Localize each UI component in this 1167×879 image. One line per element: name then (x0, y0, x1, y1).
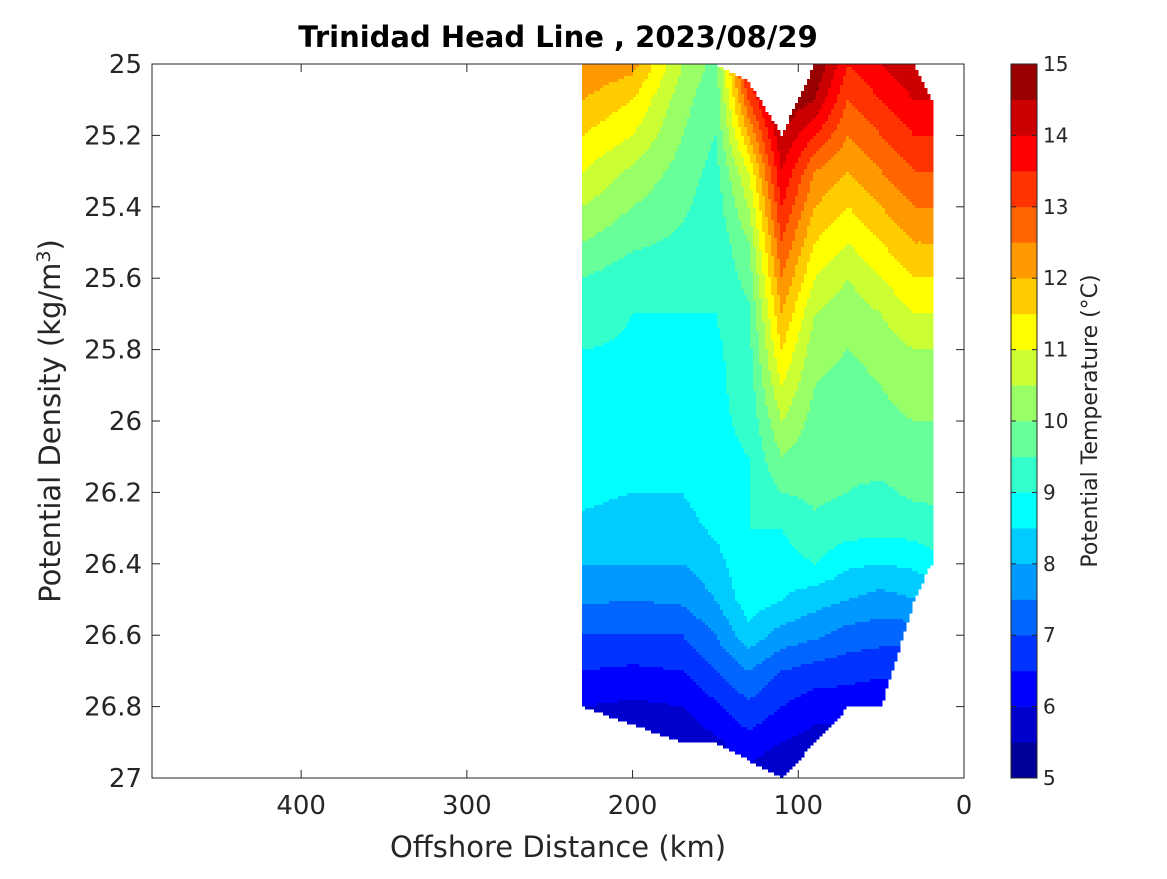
colorbar-tick-label: 8 (1043, 552, 1056, 576)
contour-fill-layer (582, 64, 934, 779)
y-tick-label: 26.6 (84, 621, 142, 651)
chart-title: Trinidad Head Line , 2023/08/29 (298, 20, 818, 54)
colorbar-tick-label: 13 (1043, 195, 1068, 219)
x-tick-label: 100 (773, 791, 823, 821)
colorbar-segment (1011, 207, 1037, 243)
contour-cells (582, 64, 934, 779)
colorbar-tick-label: 14 (1043, 123, 1068, 147)
colorbar-segment (1011, 600, 1037, 636)
colorbar-segment (1011, 243, 1037, 279)
y-tick-label: 27 (109, 764, 142, 794)
colorbar-tick-label: 12 (1043, 266, 1068, 290)
colorbar-segment (1011, 671, 1037, 707)
y-axis-label-close: ) (33, 239, 67, 250)
x-tick-label: 400 (276, 791, 326, 821)
colorbar-tick-label: 6 (1043, 695, 1056, 719)
x-tick-label: 300 (442, 791, 492, 821)
y-tick-label: 25 (109, 50, 142, 80)
colorbar-tick-label: 10 (1043, 409, 1068, 433)
colorbar-segment (1011, 492, 1037, 528)
y-tick-label: 26.8 (84, 693, 142, 723)
colorbar-segment (1011, 350, 1037, 386)
colorbar-segment (1011, 100, 1037, 136)
y-axis-label-main: Potential Density (kg/m (33, 263, 67, 603)
colorbar-segment (1011, 528, 1037, 564)
x-tick-label: 200 (608, 791, 658, 821)
colorbar-segment (1011, 314, 1037, 350)
colorbar-segment (1011, 742, 1037, 778)
y-tick-label: 26.2 (84, 478, 142, 508)
colorbar-tick-label: 11 (1043, 338, 1068, 362)
colorbar-segment (1011, 385, 1037, 421)
colorbar-tick-label: 7 (1043, 623, 1056, 647)
y-tick-label: 26.4 (84, 550, 142, 580)
colorbar-segment (1011, 64, 1037, 100)
x-axis-label: Offshore Distance (km) (390, 830, 726, 864)
colorbar-segment (1011, 635, 1037, 671)
colorbar-label: Potential Temperature (°C) (1078, 274, 1103, 567)
colorbar-tick-label: 9 (1043, 480, 1056, 504)
colorbar-segment (1011, 171, 1037, 207)
y-tick-label: 25.2 (84, 121, 142, 151)
colorbar-segment (1011, 421, 1037, 457)
y-axis-label-superscript: 3 (33, 250, 55, 262)
colorbar-segment (1011, 278, 1037, 314)
colorbar-tick-label: 5 (1043, 766, 1056, 790)
y-tick-label: 25.4 (84, 193, 142, 223)
colorbar-segment (1011, 457, 1037, 493)
colorbar-tick-label: 15 (1043, 52, 1068, 76)
colorbar-segment (1011, 707, 1037, 743)
colorbar: 5 6 7 8 9 10 11 12 13 14 15 (1011, 52, 1068, 790)
y-tick-label: 26 (109, 407, 142, 437)
colorbar-segment (1011, 564, 1037, 600)
y-axis-label: Potential Density (kg/m3) (33, 239, 67, 603)
y-tick-label: 25.8 (84, 336, 142, 366)
y-tick-label: 25.6 (84, 264, 142, 294)
colorbar-segment (1011, 135, 1037, 171)
x-tick-label: 0 (956, 791, 973, 821)
